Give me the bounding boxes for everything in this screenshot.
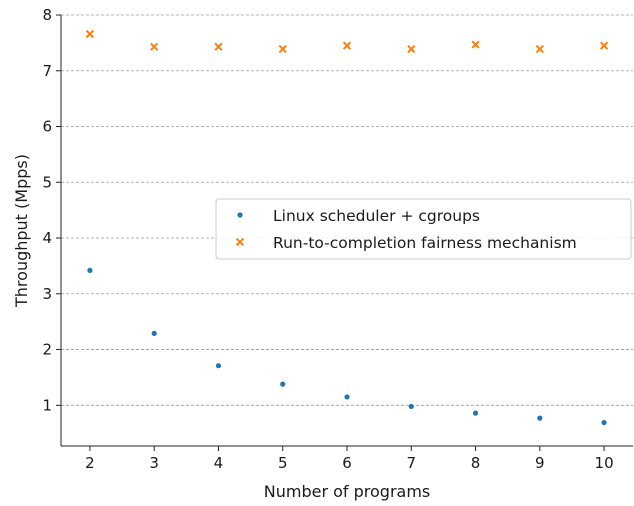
point-linux-2 bbox=[87, 267, 93, 273]
x-tick-label-6: 6 bbox=[342, 454, 352, 472]
point-linux-4 bbox=[215, 363, 222, 369]
y-tick-label-1: 1 bbox=[42, 396, 52, 414]
point-run-to-completion-9 bbox=[535, 44, 544, 54]
legend-label-run-to-completion: Run-to-completion fairness mechanism bbox=[273, 234, 577, 252]
y-axis-label: Throughput (Mpps) bbox=[12, 154, 31, 308]
point-run-to-completion-3-stroke-b bbox=[150, 42, 159, 51]
legend-label-linux: Linux scheduler + cgroups bbox=[273, 207, 480, 225]
x-tick-label-3: 3 bbox=[149, 454, 159, 472]
point-linux-6 bbox=[344, 394, 350, 400]
gridlines bbox=[61, 14, 633, 406]
point-run-to-completion-10 bbox=[599, 41, 609, 50]
point-run-to-completion-7 bbox=[407, 44, 416, 54]
ticks: 1 2 3 4 5 6 7 8 2 3 4 5 6 7 8 9 10 bbox=[42, 6, 613, 472]
point-run-to-completion-6 bbox=[342, 41, 352, 50]
y-tick-label-7: 7 bbox=[42, 62, 52, 80]
legend-marker-x-shape bbox=[235, 237, 245, 247]
point-run-to-completion-3 bbox=[150, 42, 159, 51]
legend-marker-x bbox=[235, 237, 245, 247]
point-run-to-completion-2 bbox=[85, 29, 95, 39]
legend-box bbox=[215, 198, 632, 260]
point-run-to-completion-8 bbox=[471, 40, 480, 49]
x-tick-label-9: 9 bbox=[535, 454, 545, 472]
point-linux-5 bbox=[280, 381, 286, 387]
legend-entry-run-to-completion: Run-to-completion fairness mechanism bbox=[235, 234, 577, 252]
x-tick-label-4: 4 bbox=[214, 454, 224, 472]
point-run-to-completion-7-stroke-b bbox=[407, 44, 416, 54]
data-points bbox=[85, 29, 609, 426]
point-run-to-completion-2-stroke-b bbox=[85, 29, 95, 39]
legend: Linux scheduler + cgroups Run-to-complet… bbox=[215, 198, 632, 260]
point-run-to-completion-8-stroke-b bbox=[471, 40, 480, 49]
point-run-to-completion-6-stroke-b bbox=[342, 41, 352, 50]
point-linux-10 bbox=[601, 419, 607, 426]
x-tick-label-10: 10 bbox=[595, 454, 614, 472]
x-tick-label-8: 8 bbox=[471, 454, 481, 472]
point-run-to-completion-4-stroke-b bbox=[214, 42, 223, 51]
y-tick-label-4: 4 bbox=[42, 229, 52, 247]
point-linux-7 bbox=[408, 403, 414, 410]
point-linux-3 bbox=[151, 330, 157, 336]
point-run-to-completion-5-stroke-b bbox=[278, 44, 287, 54]
legend-entry-linux: Linux scheduler + cgroups bbox=[237, 207, 480, 225]
y-tick-label-8: 8 bbox=[42, 6, 52, 24]
x-tick-label-2: 2 bbox=[85, 454, 95, 472]
x-tick-label-5: 5 bbox=[278, 454, 288, 472]
point-run-to-completion-10-stroke-b bbox=[599, 41, 609, 50]
legend-marker-x-shape-stroke-b bbox=[235, 237, 245, 247]
y-tick-label-6: 6 bbox=[42, 118, 52, 136]
x-tick-label-7: 7 bbox=[406, 454, 416, 472]
y-tick-label-5: 5 bbox=[42, 173, 52, 191]
point-run-to-completion-5 bbox=[278, 44, 287, 54]
y-tick-label-3: 3 bbox=[42, 285, 52, 303]
point-run-to-completion-9-stroke-b bbox=[535, 44, 544, 54]
point-linux-8 bbox=[472, 410, 479, 416]
legend-marker-dot bbox=[237, 212, 243, 218]
x-axis-label: Number of programs bbox=[264, 482, 431, 501]
point-linux-9 bbox=[537, 415, 543, 421]
point-run-to-completion-4 bbox=[214, 42, 223, 51]
y-tick-label-2: 2 bbox=[42, 341, 52, 359]
